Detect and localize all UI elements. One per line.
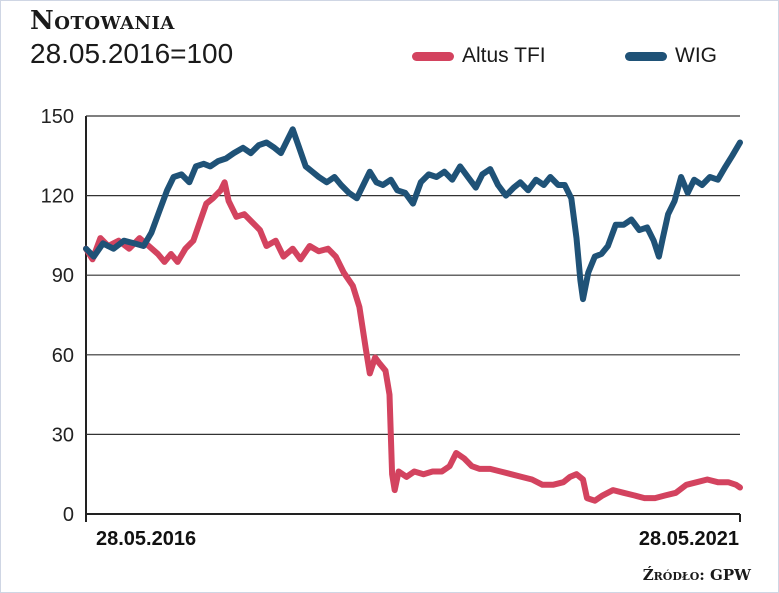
chart-title: Notowania bbox=[30, 6, 175, 36]
y-axis: 0 30 60 90 120 150 bbox=[41, 106, 74, 526]
series-line-wig bbox=[83, 126, 743, 303]
y-tick-label-60: 60 bbox=[52, 345, 74, 367]
legend-item-wig: WIG bbox=[625, 44, 717, 68]
legend-label-altus: Altus TFI bbox=[462, 44, 546, 67]
chart-series bbox=[83, 126, 743, 504]
y-tick-label-30: 30 bbox=[52, 424, 74, 446]
legend-item-altus: Altus TFI bbox=[412, 44, 546, 68]
legend-swatch-wig bbox=[625, 51, 667, 61]
y-tick-label-120: 120 bbox=[41, 186, 74, 208]
series-line-altus-tfi bbox=[83, 179, 743, 504]
legend-label-wig: WIG bbox=[675, 44, 717, 67]
x-tick-label-0: 28.05.2016 bbox=[96, 528, 196, 550]
source-note: Źródło: GPW bbox=[642, 566, 751, 584]
x-tick-label-1: 28.05.2021 bbox=[639, 528, 739, 550]
chart-grid bbox=[85, 115, 740, 516]
y-tick-label-150: 150 bbox=[41, 106, 74, 128]
legend-swatch-altus bbox=[412, 51, 454, 61]
y-tick-label-90: 90 bbox=[52, 265, 74, 287]
y-tick-label-0: 0 bbox=[63, 504, 74, 526]
x-axis: 28.05.2016 28.05.2021 bbox=[85, 514, 741, 550]
chart-subtitle: 28.05.2016=100 bbox=[30, 38, 234, 69]
